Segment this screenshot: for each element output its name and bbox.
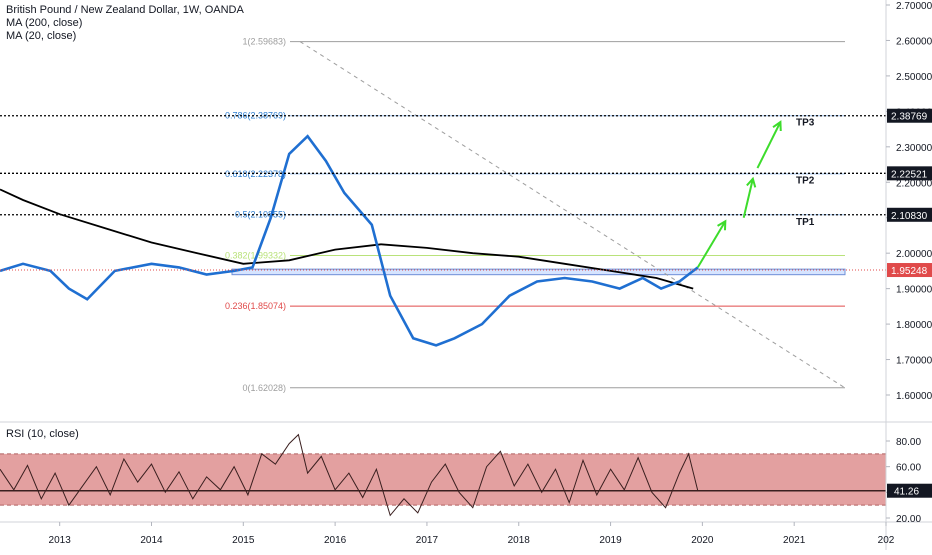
target-price-label: 2.38769 — [891, 112, 928, 123]
time-tick-label: 2019 — [599, 535, 622, 546]
chart-legend: British Pound / New Zealand Dollar, 1W, … — [6, 4, 244, 43]
time-tick-label: 2018 — [508, 535, 531, 546]
target-levels: TP3 TP2 TP1 — [0, 115, 886, 228]
grid — [0, 0, 886, 422]
rsi-pane — [0, 433, 886, 517]
projection-arrow-head — [772, 120, 782, 132]
chart-title: British Pound / New Zealand Dollar, 1W, … — [6, 4, 244, 16]
ma200-legend: MA (200, close) — [6, 17, 83, 29]
rsi-value-badge — [887, 483, 932, 498]
ma20-line — [0, 134, 699, 347]
price-tick-label: 2.20000 — [896, 178, 932, 189]
price-tick-label: 1.80000 — [896, 320, 932, 331]
price-tick-label: 2.00000 — [896, 249, 932, 260]
rsi-band — [0, 453, 886, 506]
projection-arrow-shaft — [696, 220, 727, 268]
projection-arrows — [696, 120, 782, 268]
time-tick-label: 2013 — [49, 535, 72, 546]
price-tick-label: 2.30000 — [896, 143, 932, 154]
projection-arrow-shaft — [756, 121, 782, 169]
fib-level-label: 0.786(2.38769) — [225, 111, 286, 121]
price-tick-label: 1.90000 — [896, 285, 932, 296]
price-tick-label: 2.50000 — [896, 72, 932, 83]
last-price-badge — [887, 263, 932, 278]
fib-level-label: 0.382(1.99332) — [225, 251, 286, 261]
rsi-line — [0, 433, 699, 517]
target-price-badge — [887, 166, 932, 181]
time-tick-label: 2020 — [691, 535, 714, 546]
fib-level-label: 0(1.62028) — [242, 383, 286, 393]
last-price-label: 1.95248 — [891, 266, 928, 277]
price-pane-bg — [0, 0, 886, 422]
target-price-label: 2.22521 — [891, 169, 928, 180]
series-lines — [0, 134, 886, 347]
price-tick-label: 2.70000 — [896, 1, 932, 12]
target-level-name: TP2 — [796, 175, 815, 186]
target-price-badge — [887, 108, 932, 123]
projection-arrow-head — [746, 176, 757, 188]
rsi-tick-label: 60.00 — [896, 463, 921, 474]
fib-level-label: 0.618(2.22378) — [225, 169, 286, 179]
price-tick-label: 1.70000 — [896, 356, 932, 367]
target-price-badge — [887, 207, 932, 222]
fib-level-label: 0.236(1.85074) — [225, 301, 286, 311]
time-tick-label: 2014 — [140, 535, 163, 546]
fib-level-label: 1(2.59683) — [242, 37, 286, 47]
price-tick-label: 2.60000 — [896, 36, 932, 47]
target-level-name: TP3 — [796, 118, 815, 129]
rsi-tick-label: 80.00 — [896, 437, 921, 448]
time-tick-label: 2016 — [324, 535, 347, 546]
ma200-line — [0, 188, 694, 290]
target-level-name: TP1 — [796, 217, 815, 228]
ma20-legend: MA (20, close) — [6, 30, 77, 42]
rsi-value-label: 41.26 — [894, 487, 919, 498]
price-tick-label: 1.60000 — [896, 391, 932, 402]
rsi-legend: RSI (10, close) — [6, 428, 79, 440]
time-tick-label: 2017 — [416, 535, 439, 546]
time-tick-label: 2015 — [232, 535, 255, 546]
rsi-tick-label: 20.00 — [896, 514, 921, 525]
time-tick-label: 202 — [878, 535, 895, 546]
projection-arrow-shaft — [742, 178, 754, 218]
target-price-label: 2.10830 — [891, 211, 928, 222]
projection-arrow-head — [717, 219, 727, 231]
time-tick-label: 2021 — [783, 535, 806, 546]
